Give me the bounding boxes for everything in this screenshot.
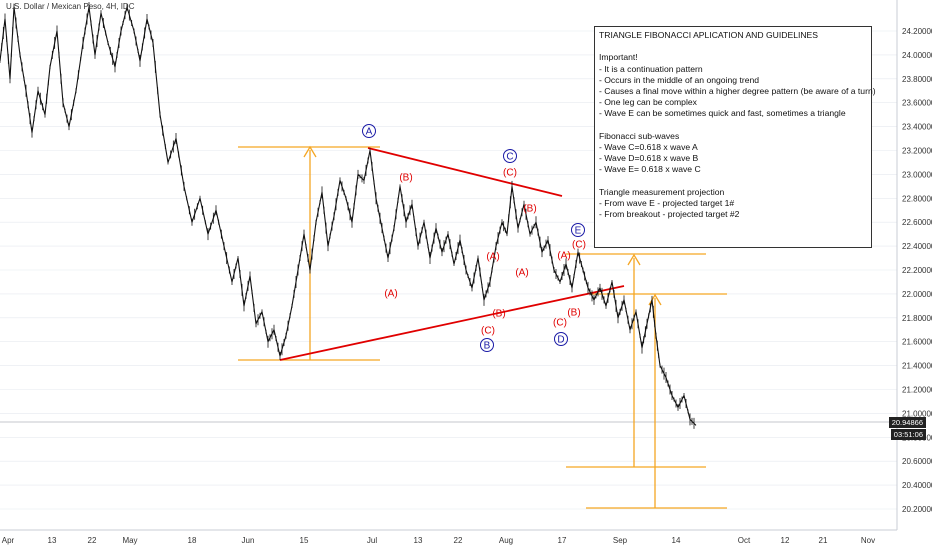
y-tick-label: 23.20000 bbox=[902, 147, 932, 156]
price-series bbox=[0, 2, 697, 429]
wave-label: (A) bbox=[515, 268, 528, 279]
wave-label: (A) bbox=[557, 251, 570, 262]
y-tick-label: 22.00000 bbox=[902, 290, 932, 299]
notes-line: - It is a continuation pattern bbox=[599, 63, 703, 74]
y-tick-label: 22.40000 bbox=[902, 242, 932, 251]
notes-line: - Occurs in the middle of an ongoing tre… bbox=[599, 74, 760, 85]
y-tick-label: 23.80000 bbox=[902, 75, 932, 84]
x-tick-label: 22 bbox=[454, 536, 463, 545]
grid bbox=[0, 30, 897, 510]
wave-label: (A) bbox=[486, 252, 499, 263]
wave-label-circle bbox=[571, 223, 585, 237]
y-tick-label: 21.00000 bbox=[902, 409, 932, 418]
x-tick-label: Jul bbox=[367, 536, 377, 545]
y-tick-label: 23.00000 bbox=[902, 170, 932, 179]
wave-label: (B) bbox=[523, 204, 536, 215]
x-tick-label: Nov bbox=[861, 536, 875, 545]
x-tick-label: 22 bbox=[88, 536, 97, 545]
x-tick-label: Aug bbox=[499, 536, 513, 545]
wave-label: B bbox=[484, 341, 491, 352]
wave-label: (C) bbox=[481, 326, 495, 337]
y-tick-label: 21.80000 bbox=[902, 314, 932, 323]
x-tick-label: Apr bbox=[2, 536, 15, 545]
y-tick-label: 24.20000 bbox=[902, 27, 932, 36]
drawings bbox=[238, 145, 727, 509]
wave-label: E bbox=[575, 226, 582, 237]
x-tick-label: May bbox=[122, 536, 137, 545]
notes-line bbox=[599, 176, 867, 187]
wave-label-circle bbox=[554, 332, 568, 346]
wave-labels: ABCDE(A)(B)(C)(A)(B)(C)(B)(A)(C)(A)(B)(C… bbox=[362, 124, 586, 352]
wave-label-circle bbox=[480, 338, 494, 352]
y-tick-label: 20.40000 bbox=[902, 481, 932, 490]
wave-label: (C) bbox=[553, 318, 567, 329]
wave-label: (B) bbox=[399, 173, 412, 184]
notes-line: - One leg can be complex bbox=[599, 97, 697, 108]
y-tick-label: 22.60000 bbox=[902, 218, 932, 227]
y-tick-label: 24.00000 bbox=[902, 51, 932, 60]
notes-line: Triangle measurement projection bbox=[599, 186, 725, 197]
wave-label: (B) bbox=[492, 309, 505, 320]
notes-line: - Wave D=0.618 x wave B bbox=[599, 153, 699, 164]
y-tick-label: 20.20000 bbox=[902, 505, 932, 514]
current-price-badge: 20.94866 bbox=[888, 417, 926, 428]
notes-line: - Causes a final move within a higher de… bbox=[599, 86, 876, 96]
y-tick-label: 21.60000 bbox=[902, 338, 932, 347]
y-tick-label: 21.20000 bbox=[902, 386, 932, 395]
x-tick-label: 14 bbox=[672, 536, 681, 545]
x-tick-label: Jun bbox=[242, 536, 255, 545]
wave-label-circle bbox=[362, 124, 376, 138]
x-tick-label: 12 bbox=[781, 536, 790, 545]
upper-trendline bbox=[367, 147, 563, 197]
notes-panel: TRIANGLE FIBONACCI APLICATION AND GUIDEL… bbox=[594, 26, 876, 248]
wave-label-circle bbox=[503, 149, 517, 163]
y-tick-label: 22.80000 bbox=[902, 194, 932, 203]
x-tick-label: Sep bbox=[613, 536, 628, 545]
y-tick-label: 23.60000 bbox=[902, 99, 932, 108]
countdown-badge: 03:51:06 bbox=[890, 429, 926, 440]
wave-label: (C) bbox=[572, 240, 586, 251]
notes-line: Important! bbox=[599, 52, 638, 63]
wave-label: A bbox=[366, 127, 373, 138]
notes-line: - From wave E - projected target 1# bbox=[599, 198, 735, 208]
notes-line: - From breakout - projected target #2 bbox=[599, 209, 740, 220]
wave-label: D bbox=[557, 335, 564, 346]
notes-line: - Wave C=0.618 x wave A bbox=[599, 142, 698, 152]
symbol-label: U.S. Dollar / Mexican Peso, 4H, IDC bbox=[6, 2, 135, 11]
notes-line: Fibonacci sub-waves bbox=[599, 130, 680, 141]
x-tick-label: 13 bbox=[48, 536, 57, 545]
x-tick-label: Oct bbox=[738, 536, 751, 545]
target-2-arrowhead bbox=[648, 293, 662, 306]
x-tick-label: 18 bbox=[188, 536, 197, 545]
wave-label: C bbox=[506, 152, 513, 163]
x-tick-label: 21 bbox=[819, 536, 828, 545]
y-tick-label: 20.60000 bbox=[902, 457, 932, 466]
time-axis: Apr 13 22 May 18 Jun 15 Jul 13 22 Aug 17 Sep 14 Oct 12 2… bbox=[0, 529, 897, 545]
notes-line bbox=[599, 41, 867, 52]
notes-line: - Wave E= 0.618 x wave C bbox=[599, 164, 701, 175]
y-tick-label: 21.40000 bbox=[902, 362, 932, 371]
wave-label: (C) bbox=[503, 168, 517, 179]
target-1-arrowhead bbox=[627, 253, 641, 266]
notes-line: - Wave E can be sometimes quick and fast… bbox=[599, 108, 846, 119]
x-tick-label: 15 bbox=[300, 536, 309, 545]
notes-line bbox=[599, 120, 867, 131]
lower-trendline bbox=[279, 285, 625, 361]
wave-label: (B) bbox=[567, 308, 580, 319]
wave-label: (A) bbox=[384, 289, 397, 300]
x-tick-label: 17 bbox=[558, 536, 567, 545]
y-tick-label: 22.20000 bbox=[902, 266, 932, 275]
notes-line: TRIANGLE FIBONACCI APLICATION AND GUIDEL… bbox=[599, 30, 819, 40]
x-tick-label: 13 bbox=[414, 536, 423, 545]
y-tick-label: 23.40000 bbox=[902, 123, 932, 132]
triangle-height-arrowhead bbox=[303, 145, 317, 158]
